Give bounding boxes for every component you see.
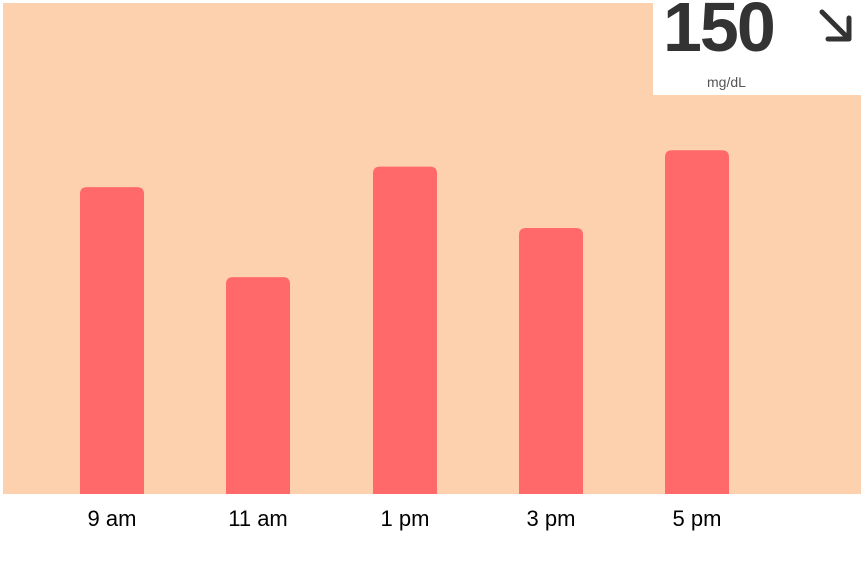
x-tick-label: 9 am <box>87 506 137 531</box>
arrow-down-right-icon <box>819 9 852 42</box>
bar-9-am <box>80 187 144 494</box>
bar-3-pm <box>519 228 583 494</box>
x-tick-label: 5 pm <box>672 506 722 531</box>
x-tick-label: 11 am <box>228 506 288 531</box>
bar-5-pm <box>665 150 729 495</box>
glucose-reading-card: 150 mg/dL <box>653 0 861 95</box>
bar-11-am <box>226 277 290 494</box>
x-tick-label: 1 pm <box>380 506 430 531</box>
glucose-reading-unit: mg/dL <box>707 74 746 90</box>
x-tick-label: 3 pm <box>526 506 576 531</box>
glucose-reading-value: 150 <box>663 0 776 66</box>
bar-1-pm <box>373 166 437 494</box>
